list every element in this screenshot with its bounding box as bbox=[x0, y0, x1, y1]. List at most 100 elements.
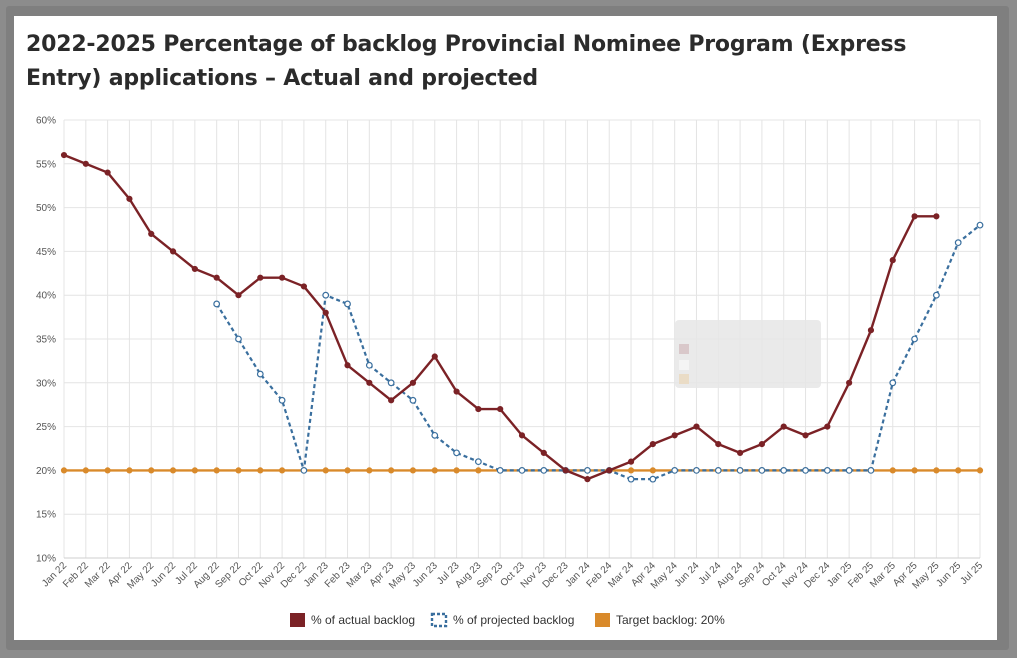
data-point[interactable] bbox=[802, 432, 809, 439]
data-point[interactable] bbox=[802, 467, 809, 474]
data-point[interactable] bbox=[671, 467, 679, 474]
data-point[interactable] bbox=[976, 221, 984, 229]
data-point[interactable] bbox=[322, 309, 329, 316]
data-point[interactable] bbox=[60, 151, 68, 159]
data-point[interactable] bbox=[584, 467, 591, 474]
data-point[interactable] bbox=[256, 370, 264, 378]
data-point[interactable] bbox=[714, 467, 722, 474]
data-point[interactable] bbox=[60, 467, 68, 474]
data-point[interactable] bbox=[955, 467, 962, 474]
data-point[interactable] bbox=[409, 467, 417, 474]
data-point[interactable] bbox=[932, 291, 940, 299]
data-point[interactable] bbox=[300, 283, 308, 290]
data-point[interactable] bbox=[322, 467, 329, 474]
data-point[interactable] bbox=[496, 467, 504, 474]
data-point[interactable] bbox=[758, 441, 766, 448]
data-point[interactable] bbox=[213, 300, 221, 308]
data-point[interactable] bbox=[278, 467, 286, 474]
data-point[interactable] bbox=[889, 257, 896, 264]
data-point[interactable] bbox=[126, 195, 133, 202]
data-point[interactable] bbox=[453, 449, 460, 457]
data-point[interactable] bbox=[933, 467, 940, 474]
data-point[interactable] bbox=[278, 274, 286, 281]
data-point[interactable] bbox=[606, 467, 613, 474]
data-point[interactable] bbox=[82, 160, 89, 167]
data-point[interactable] bbox=[344, 300, 351, 308]
data-point[interactable] bbox=[518, 432, 526, 439]
data-point[interactable] bbox=[540, 449, 547, 456]
data-point[interactable] bbox=[518, 467, 526, 474]
data-point[interactable] bbox=[409, 379, 417, 386]
data-point[interactable] bbox=[845, 467, 853, 474]
legend-item-1[interactable]: % of projected backlog bbox=[430, 612, 574, 628]
data-point[interactable] bbox=[933, 213, 940, 220]
data-point[interactable] bbox=[474, 458, 482, 466]
data-point[interactable] bbox=[148, 230, 155, 237]
data-point[interactable] bbox=[257, 467, 264, 474]
data-point[interactable] bbox=[867, 467, 875, 474]
data-point[interactable] bbox=[388, 397, 395, 404]
data-point[interactable] bbox=[823, 467, 831, 474]
data-point[interactable] bbox=[431, 467, 438, 474]
data-point[interactable] bbox=[649, 475, 657, 483]
data-point[interactable] bbox=[453, 467, 460, 474]
data-point[interactable] bbox=[278, 396, 286, 404]
data-point[interactable] bbox=[453, 388, 460, 395]
data-point[interactable] bbox=[736, 449, 744, 456]
data-point[interactable] bbox=[191, 265, 198, 273]
data-point[interactable] bbox=[693, 467, 700, 474]
data-point[interactable] bbox=[736, 467, 744, 474]
data-point[interactable] bbox=[649, 441, 656, 448]
data-point[interactable] bbox=[780, 467, 788, 474]
data-point[interactable] bbox=[911, 213, 918, 220]
data-point[interactable] bbox=[475, 405, 482, 413]
data-point[interactable] bbox=[409, 396, 417, 404]
data-point[interactable] bbox=[780, 423, 787, 430]
data-point[interactable] bbox=[889, 467, 896, 474]
data-point[interactable] bbox=[82, 467, 89, 474]
data-point[interactable] bbox=[213, 467, 220, 474]
data-point[interactable] bbox=[191, 467, 198, 474]
data-point[interactable] bbox=[497, 405, 504, 413]
data-point[interactable] bbox=[846, 379, 853, 386]
legend-item-2[interactable]: Target backlog: 20% bbox=[595, 613, 725, 627]
data-point[interactable] bbox=[257, 274, 264, 281]
data-point[interactable] bbox=[627, 475, 635, 483]
data-point[interactable] bbox=[148, 467, 155, 474]
data-point[interactable] bbox=[365, 361, 373, 369]
data-point[interactable] bbox=[954, 239, 962, 247]
data-point[interactable] bbox=[344, 467, 351, 474]
data-point[interactable] bbox=[693, 423, 700, 430]
data-point[interactable] bbox=[235, 335, 242, 343]
legend-item-0[interactable]: % of actual backlog bbox=[290, 613, 415, 627]
data-point[interactable] bbox=[366, 379, 373, 386]
data-point[interactable] bbox=[976, 467, 984, 474]
data-point[interactable] bbox=[911, 335, 918, 343]
data-point[interactable] bbox=[169, 467, 177, 474]
data-point[interactable] bbox=[344, 362, 351, 369]
data-point[interactable] bbox=[431, 431, 439, 439]
data-point[interactable] bbox=[104, 169, 111, 176]
data-point[interactable] bbox=[475, 467, 482, 474]
data-point[interactable] bbox=[715, 441, 722, 448]
data-point[interactable] bbox=[562, 467, 569, 474]
data-point[interactable] bbox=[388, 467, 395, 474]
data-point[interactable] bbox=[911, 467, 918, 474]
data-point[interactable] bbox=[584, 476, 591, 483]
data-point[interactable] bbox=[758, 467, 766, 474]
data-point[interactable] bbox=[387, 379, 395, 387]
data-point[interactable] bbox=[627, 467, 635, 474]
data-point[interactable] bbox=[126, 467, 133, 474]
data-point[interactable] bbox=[649, 467, 656, 474]
data-point[interactable] bbox=[300, 467, 308, 474]
data-point[interactable] bbox=[867, 327, 875, 334]
data-point[interactable] bbox=[824, 423, 831, 430]
data-point[interactable] bbox=[104, 467, 111, 474]
data-point[interactable] bbox=[235, 292, 242, 299]
data-point[interactable] bbox=[366, 467, 373, 474]
data-point[interactable] bbox=[322, 291, 330, 299]
data-point[interactable] bbox=[235, 467, 242, 474]
data-point[interactable] bbox=[169, 248, 177, 255]
data-point[interactable] bbox=[671, 432, 678, 439]
data-point[interactable] bbox=[213, 274, 220, 281]
